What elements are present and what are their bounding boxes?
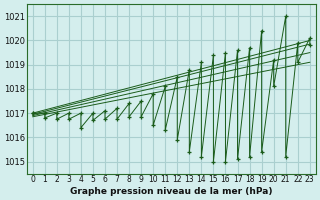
X-axis label: Graphe pression niveau de la mer (hPa): Graphe pression niveau de la mer (hPa) — [70, 187, 273, 196]
